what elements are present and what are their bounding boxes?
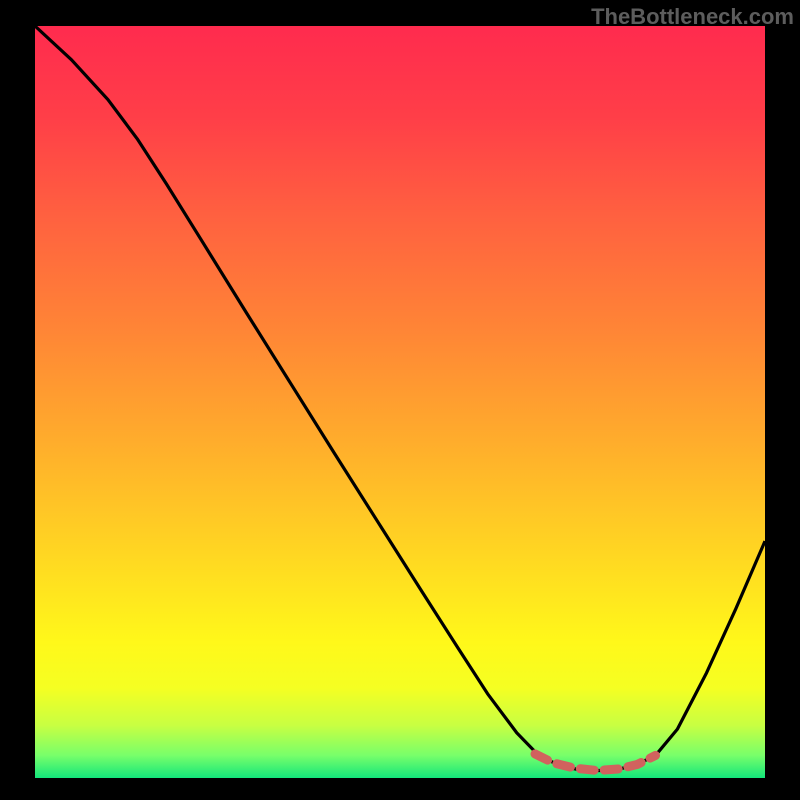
chart-container: TheBottleneck.com [0, 0, 800, 800]
curve-layer [0, 0, 800, 800]
highlight-segment [535, 754, 655, 771]
watermark-text: TheBottleneck.com [591, 4, 794, 30]
bottleneck-curve [35, 26, 765, 770]
